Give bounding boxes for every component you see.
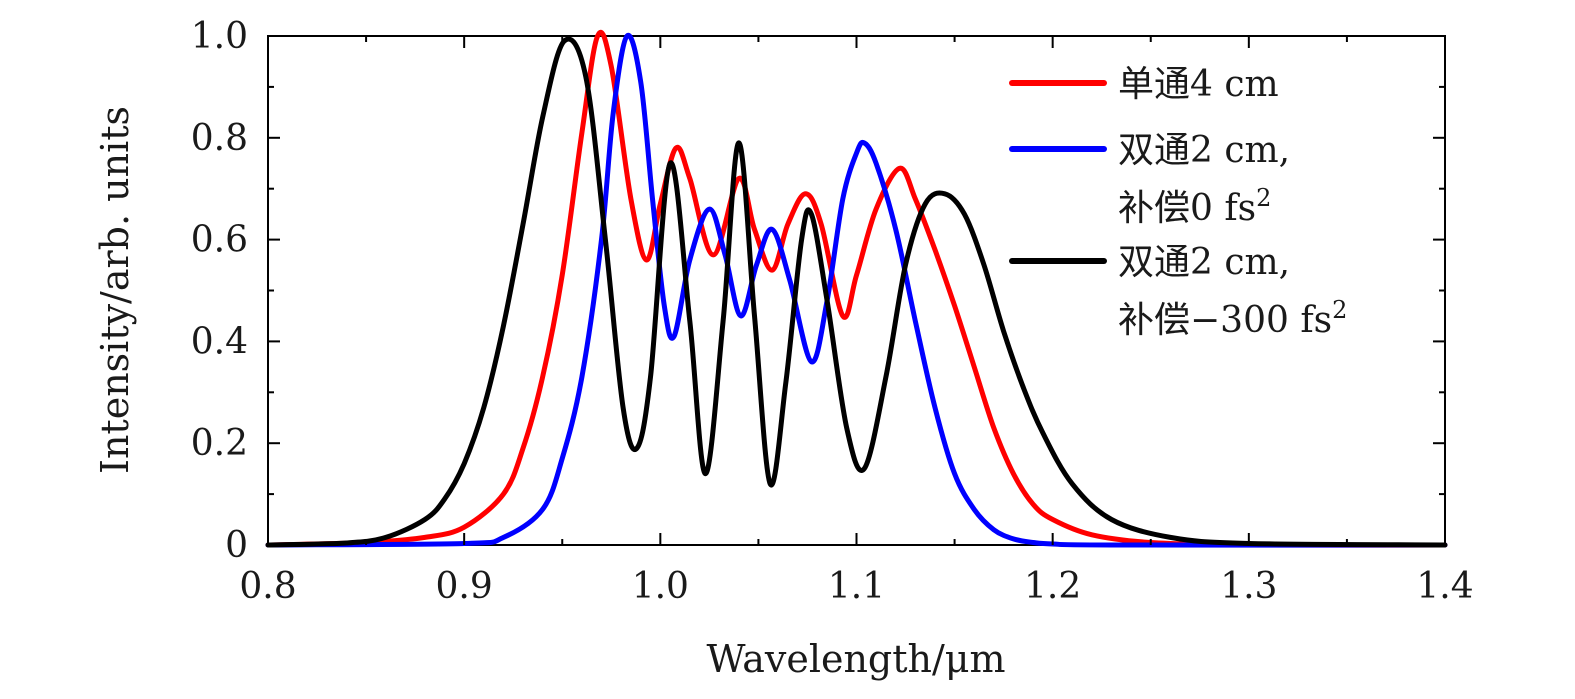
y-tick-label: 0 — [225, 525, 248, 566]
series-line-3 — [265, 36, 1448, 548]
x-tick-label: 1.2 — [1024, 566, 1081, 607]
x-tick-label: 1.0 — [632, 566, 689, 607]
x-tick-label: 1.4 — [1416, 566, 1473, 607]
ticks: 0.8 0.9 1.0 1.1 1.2 1.3 1.4 0 0.2 0.4 0.6 0.8 1.0 — [191, 16, 1474, 607]
y-tick-label: 0.4 — [191, 321, 248, 362]
legend-label-3: 双通2 cm, — [1118, 242, 1290, 283]
y-axis-title: Intensity/arb. units — [93, 106, 137, 474]
legend-label-2: 双通2 cm, — [1118, 130, 1290, 171]
series-lines — [265, 29, 1448, 548]
y-tick-label: 0.8 — [191, 118, 248, 159]
legend-label-3: 补偿−300 fs2 — [1118, 296, 1347, 341]
legend-label-2: 补偿0 fs2 — [1118, 184, 1271, 229]
series-line-2 — [265, 32, 1448, 548]
y-tick-label: 1.0 — [191, 16, 248, 57]
legend: 单通4 cm 双通2 cm, 补偿0 fs2 双通2 cm, 补偿−300 fs2 — [1009, 64, 1347, 341]
y-tick-label: 0.2 — [191, 423, 248, 464]
legend-label-1: 单通4 cm — [1118, 64, 1279, 105]
x-axis-title: Wavelength/μm — [706, 637, 1005, 681]
y-tick-label: 0.6 — [191, 220, 248, 261]
legend-superscript: 2 — [1256, 184, 1271, 212]
x-tick-label: 0.8 — [239, 566, 296, 607]
series-line-1 — [265, 29, 1448, 548]
x-tick-label: 1.1 — [828, 566, 885, 607]
legend-superscript: 2 — [1332, 296, 1347, 324]
x-tick-label: 1.3 — [1220, 566, 1277, 607]
x-tick-label: 0.9 — [436, 566, 493, 607]
